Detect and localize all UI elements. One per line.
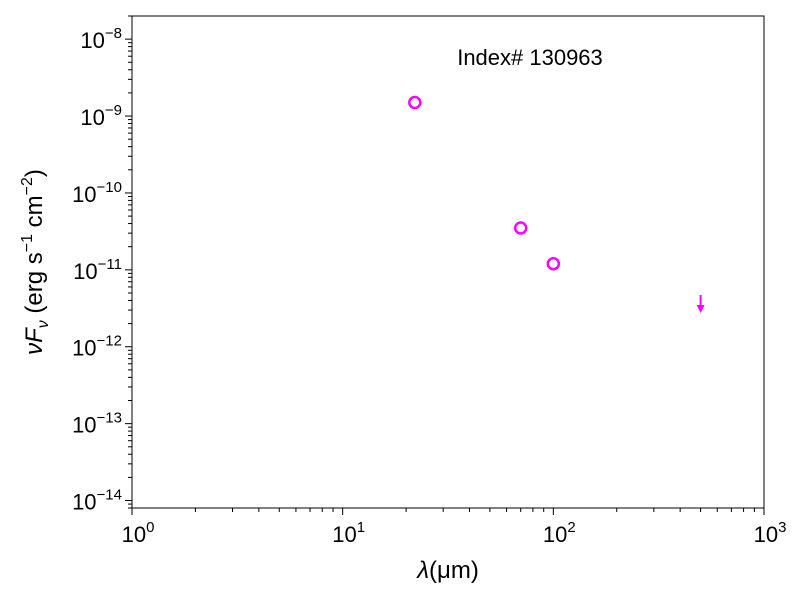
y-tick-label-exp: −11 [98, 256, 122, 273]
y-axis-label-exp1: −1 [19, 234, 36, 252]
x-tick-label-base: 10 [754, 522, 778, 547]
data-point [408, 95, 422, 110]
y-tick-label-base: 10 [72, 490, 96, 515]
x-tick-label: 102 [543, 519, 576, 547]
y-axis-label-main: νF [21, 327, 48, 355]
y-tick-label-exp: −9 [105, 102, 122, 119]
y-tick-label-exp: −13 [97, 410, 122, 427]
y-tick-label-base: 10 [72, 413, 96, 438]
x-tick-label: 101 [332, 519, 365, 547]
plot-frame [131, 15, 765, 509]
y-tick-label-base: 10 [80, 28, 104, 53]
chart-annotation: Index# 130963 [457, 45, 603, 70]
y-axis-label: νFν (erg s−1 cm−2) [19, 169, 52, 355]
y-tick-label-base: 10 [72, 336, 96, 361]
y-tick-label-base: 10 [80, 105, 104, 130]
y-tick-label: 10−14 [72, 487, 122, 515]
x-tick-label-exp: 1 [357, 519, 365, 536]
data-point [546, 257, 561, 271]
y-axis-label-close: ) [21, 169, 48, 177]
x-tick-label-base: 10 [122, 522, 146, 547]
data-point [513, 221, 528, 235]
y-tick-label-exp: −8 [105, 25, 122, 42]
y-tick-label-exp: −10 [97, 179, 122, 196]
x-axis-label-symbol: λ [415, 557, 429, 584]
x-axis-label-unit: (μm) [429, 557, 479, 584]
x-tick-label-base: 10 [332, 522, 356, 547]
y-tick-label: 10−9 [80, 102, 122, 130]
y-tick-label: 10−12 [72, 333, 122, 361]
y-axis-label-sub: ν [35, 320, 52, 328]
y-tick-label-exp: −14 [97, 487, 122, 504]
y-tick-label: 10−13 [72, 410, 122, 438]
upper-limit-arrow [696, 295, 705, 314]
y-axis-label-unit-open: (erg s [21, 252, 48, 320]
y-tick-label: 10−10 [72, 179, 122, 207]
x-tick-label-base: 10 [543, 522, 567, 547]
x-tick-label-exp: 3 [778, 519, 786, 536]
y-axis-label-exp2: −2 [19, 177, 36, 195]
y-tick-label-base: 10 [72, 182, 96, 207]
ticks-layer: 100 101 102 10310−1410−1310−1210−1110−1010−… [72, 15, 787, 547]
y-axis-label-mid: cm [21, 195, 48, 234]
y-tick-label-exp: −12 [97, 333, 122, 350]
x-tick-label-exp: 0 [146, 519, 154, 536]
y-tick-label-base: 10 [73, 259, 97, 284]
y-tick-label: 10−11 [73, 256, 122, 284]
x-tick-label-exp: 2 [567, 519, 575, 536]
x-tick-label: 100 [122, 519, 155, 547]
x-tick-label: 103 [754, 519, 787, 547]
y-tick-label: 10−8 [80, 25, 122, 53]
upper-limit-head [696, 305, 705, 314]
x-axis-label: λ(μm) [415, 557, 479, 584]
marks-layer [408, 95, 705, 314]
